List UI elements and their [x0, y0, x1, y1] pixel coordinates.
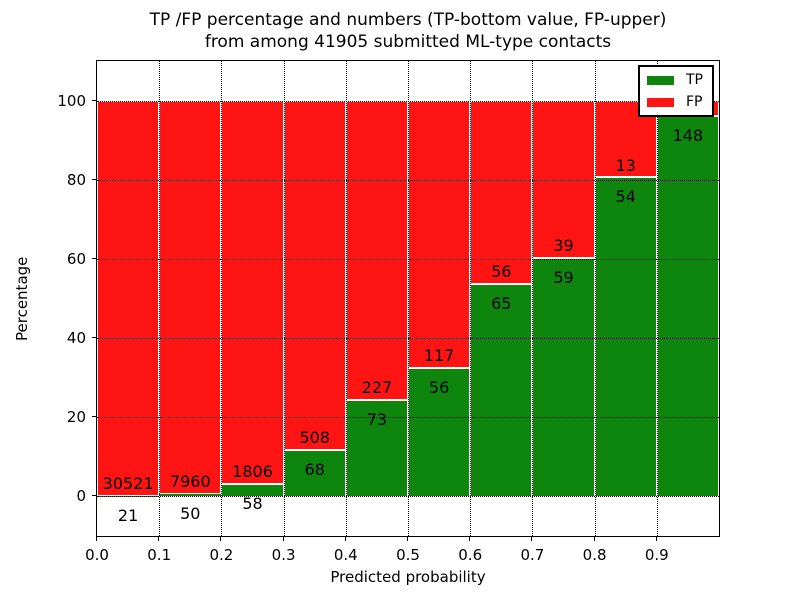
- y-tick-label: 100: [57, 91, 86, 110]
- v-gridline: [159, 61, 161, 536]
- chart-title-line1: TP /FP percentage and numbers (TP-bottom…: [149, 10, 667, 30]
- x-tick-label: 0.3: [271, 546, 296, 564]
- v-gridline: [221, 61, 223, 536]
- y-tick-mark: [92, 337, 96, 339]
- legend-label-fp: FP: [686, 94, 703, 110]
- bar-segment-fp: [283, 100, 346, 450]
- x-tick-mark: [282, 537, 284, 541]
- y-tick-mark: [92, 495, 96, 497]
- y-tick-mark: [92, 99, 96, 101]
- bar-segment-fp: [159, 100, 222, 494]
- x-tick-label: 0.8: [582, 546, 607, 564]
- legend-box: TP FP: [638, 65, 714, 117]
- fp-count-annotation: 7960: [169, 472, 211, 492]
- bar-segment-tp: [594, 177, 657, 497]
- v-gridline: [345, 61, 347, 536]
- legend-entry-fp: FP: [647, 95, 703, 109]
- y-tick-mark: [92, 416, 96, 418]
- bar-segment-fp: [470, 100, 533, 284]
- x-tick-label: 0.0: [85, 546, 109, 564]
- tp-count-annotation: 73: [366, 410, 388, 430]
- bar-segment-fp: [97, 100, 160, 497]
- v-gridline: [532, 61, 534, 536]
- tp-count-annotation: 21: [117, 505, 139, 525]
- legend-entry-tp: TP: [647, 73, 703, 87]
- tp-count-annotation: 59: [553, 267, 574, 287]
- fp-color-swatch: [647, 97, 674, 107]
- v-gridline: [594, 61, 596, 536]
- bar-segment-fp: [221, 100, 284, 485]
- fp-count-annotation: 30521: [102, 474, 154, 494]
- fp-count-annotation: 13: [615, 155, 636, 175]
- tp-color-swatch: [647, 75, 674, 85]
- fp-count-annotation: 117: [423, 346, 455, 366]
- fp-count-annotation: 56: [491, 261, 512, 281]
- x-tick-mark: [407, 537, 408, 541]
- v-gridline: [470, 61, 472, 536]
- x-tick-mark: [158, 537, 160, 541]
- y-tick-label: 0: [76, 487, 86, 506]
- bar-segment-fp: [532, 100, 595, 259]
- y-tick-label: 40: [66, 329, 86, 348]
- y-tick-label: 20: [66, 408, 86, 427]
- x-tick-mark: [469, 537, 471, 541]
- x-tick-mark: [344, 537, 346, 541]
- y-axis-label: Percentage: [13, 256, 31, 341]
- v-gridline: [283, 61, 285, 536]
- tp-count-annotation: 56: [428, 377, 450, 397]
- y-tick-label: 60: [66, 249, 86, 268]
- x-tick-mark: [220, 537, 222, 541]
- bar-segment-tp: [408, 368, 471, 497]
- x-tick-mark: [531, 537, 533, 541]
- x-tick-label: 0.1: [147, 546, 172, 564]
- bar-segment-tp: [283, 449, 346, 497]
- x-tick-label: 0.5: [396, 546, 420, 564]
- x-tick-label: 0.7: [520, 546, 545, 564]
- fp-count-annotation: 1806: [232, 462, 273, 482]
- bar-segment-tp: [656, 116, 719, 497]
- tp-count-annotation: 65: [491, 293, 512, 313]
- y-tick-mark: [92, 178, 96, 180]
- bar-segment-tp: [159, 493, 222, 497]
- x-tick-mark: [96, 537, 97, 541]
- legend-label-tp: TP: [686, 72, 703, 88]
- x-tick-label: 0.2: [209, 546, 234, 564]
- x-tick-label: 0.9: [644, 546, 669, 564]
- bar-segment-tp: [532, 258, 595, 497]
- tp-count-annotation: 50: [180, 503, 201, 523]
- y-tick-label: 80: [66, 170, 86, 189]
- tp-count-annotation: 54: [615, 187, 636, 207]
- x-tick-label: 0.4: [333, 546, 358, 564]
- fp-count-annotation: 508: [299, 427, 330, 447]
- tp-count-annotation: 68: [304, 459, 325, 479]
- chart-title-line2: from among 41905 submitted ML-type conta…: [204, 32, 612, 52]
- x-tick-mark: [593, 537, 595, 541]
- v-gridline: [408, 61, 409, 536]
- v-gridline: [656, 61, 658, 536]
- bar-segment-fp: [345, 100, 408, 401]
- x-tick-mark: [655, 537, 657, 541]
- x-tick-label: 0.6: [458, 546, 483, 564]
- fp-count-annotation: 39: [553, 236, 574, 256]
- bar-segment-fp: [408, 100, 471, 369]
- fp-count-annotation: 227: [361, 378, 393, 398]
- tp-count-annotation: 148: [672, 125, 704, 145]
- x-axis-label: Predicted probability: [330, 568, 486, 586]
- tp-count-annotation: 58: [242, 493, 263, 513]
- y-tick-mark: [92, 257, 96, 259]
- plot-area: 30521 21 7960 50 1806 58 508 68 227 73 117 56 56 65 39…: [96, 60, 720, 537]
- bar-segment-tp: [470, 283, 533, 497]
